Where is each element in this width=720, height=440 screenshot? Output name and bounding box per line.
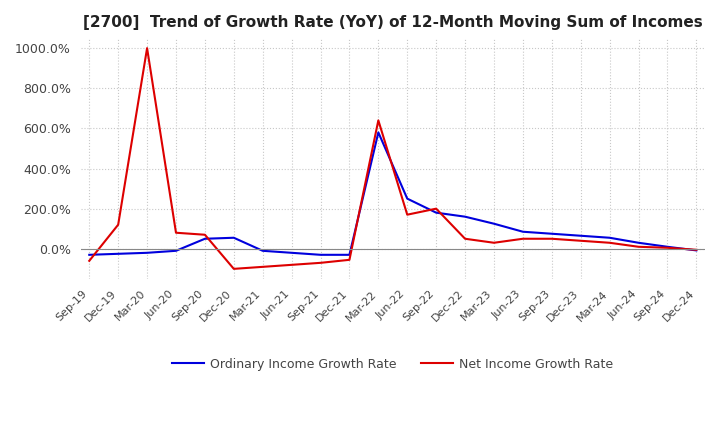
Ordinary Income Growth Rate [316, 252, 325, 257]
Ordinary Income Growth Rate [663, 244, 672, 249]
Ordinary Income Growth Rate [258, 248, 267, 253]
Ordinary Income Growth Rate [490, 221, 498, 226]
Ordinary Income Growth Rate [634, 240, 643, 246]
Ordinary Income Growth Rate [432, 210, 441, 215]
Net Income Growth Rate [258, 264, 267, 269]
Net Income Growth Rate [663, 245, 672, 250]
Title: [2700]  Trend of Growth Rate (YoY) of 12-Month Moving Sum of Incomes: [2700] Trend of Growth Rate (YoY) of 12-… [83, 15, 703, 30]
Net Income Growth Rate [547, 236, 556, 242]
Ordinary Income Growth Rate [606, 235, 614, 240]
Line: Ordinary Income Growth Rate: Ordinary Income Growth Rate [89, 132, 696, 255]
Net Income Growth Rate [490, 240, 498, 246]
Ordinary Income Growth Rate [85, 252, 94, 257]
Line: Net Income Growth Rate: Net Income Growth Rate [89, 48, 696, 269]
Ordinary Income Growth Rate [287, 250, 296, 256]
Ordinary Income Growth Rate [230, 235, 238, 240]
Net Income Growth Rate [114, 222, 122, 227]
Net Income Growth Rate [316, 260, 325, 265]
Net Income Growth Rate [345, 257, 354, 263]
Net Income Growth Rate [85, 258, 94, 264]
Net Income Growth Rate [287, 262, 296, 268]
Net Income Growth Rate [171, 230, 180, 235]
Ordinary Income Growth Rate [577, 233, 585, 238]
Net Income Growth Rate [374, 118, 382, 123]
Net Income Growth Rate [432, 206, 441, 211]
Ordinary Income Growth Rate [171, 248, 180, 253]
Net Income Growth Rate [403, 212, 412, 217]
Net Income Growth Rate [606, 240, 614, 246]
Ordinary Income Growth Rate [374, 130, 382, 135]
Net Income Growth Rate [634, 244, 643, 249]
Ordinary Income Growth Rate [403, 196, 412, 201]
Ordinary Income Growth Rate [114, 251, 122, 257]
Ordinary Income Growth Rate [692, 248, 701, 253]
Net Income Growth Rate [577, 238, 585, 243]
Ordinary Income Growth Rate [547, 231, 556, 236]
Net Income Growth Rate [518, 236, 527, 242]
Ordinary Income Growth Rate [345, 252, 354, 257]
Ordinary Income Growth Rate [143, 250, 151, 256]
Net Income Growth Rate [201, 232, 210, 238]
Net Income Growth Rate [143, 45, 151, 51]
Net Income Growth Rate [461, 236, 469, 242]
Ordinary Income Growth Rate [461, 214, 469, 219]
Net Income Growth Rate [692, 247, 701, 253]
Net Income Growth Rate [230, 266, 238, 271]
Legend: Ordinary Income Growth Rate, Net Income Growth Rate: Ordinary Income Growth Rate, Net Income … [168, 352, 618, 376]
Ordinary Income Growth Rate [518, 229, 527, 235]
Ordinary Income Growth Rate [201, 236, 210, 242]
